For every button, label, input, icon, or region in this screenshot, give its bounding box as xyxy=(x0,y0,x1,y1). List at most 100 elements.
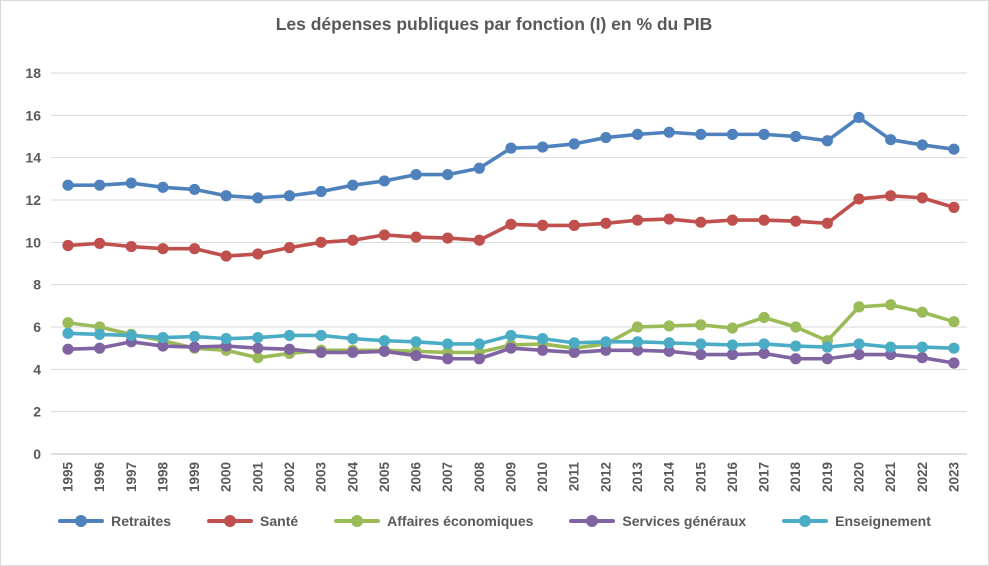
data-point-enseignement-2007 xyxy=(442,338,454,350)
data-point-sante-2022 xyxy=(916,192,928,204)
legend-label-retraites: Retraites xyxy=(111,513,172,529)
data-point-enseignement-2015 xyxy=(695,338,707,350)
data-point-enseignement-2019 xyxy=(821,341,833,353)
data-point-enseignement-2023 xyxy=(948,342,960,354)
data-point-affaires-economiques-2023 xyxy=(948,316,960,328)
x-tick-label-1998: 1998 xyxy=(155,462,170,493)
legend-item-affaires-economiques[interactable]: Affaires économiques xyxy=(334,513,533,529)
data-point-affaires-economiques-2013 xyxy=(631,321,644,333)
data-point-sante-2017 xyxy=(758,214,770,226)
legend-marker-icon-sante xyxy=(207,515,254,527)
data-point-retraites-2001 xyxy=(252,192,264,204)
x-tick-label-2023: 2023 xyxy=(946,462,961,493)
data-point-retraites-2004 xyxy=(347,179,359,191)
data-point-enseignement-1999 xyxy=(188,330,201,343)
x-tick-label-2018: 2018 xyxy=(788,462,803,493)
x-tick-label-2001: 2001 xyxy=(250,462,265,493)
y-axis-labels: 0 2 4 6 8 10 12 14 16 18 xyxy=(25,65,41,462)
data-point-services-generaux-2001 xyxy=(252,342,264,354)
x-tick-label-2000: 2000 xyxy=(219,462,234,492)
data-point-retraites-2019 xyxy=(821,135,833,147)
data-point-enseignement-2020 xyxy=(853,338,865,350)
data-point-affaires-economiques-1995 xyxy=(62,317,74,329)
data-point-sante-2016 xyxy=(726,214,739,226)
data-point-affaires-economiques-2014 xyxy=(663,320,675,332)
plot-area: Les dépenses publiques par fonction (I) … xyxy=(25,14,967,493)
data-point-sante-2006 xyxy=(410,231,422,243)
data-point-enseignement-2014 xyxy=(663,337,675,349)
series-enseignement xyxy=(62,327,960,354)
data-point-services-generaux-2014 xyxy=(663,345,675,357)
legend-item-services-generaux[interactable]: Services généraux xyxy=(569,513,746,529)
legend-item-sante[interactable]: Santé xyxy=(207,513,298,529)
series-retraites xyxy=(62,111,960,204)
data-point-sante-2021 xyxy=(885,190,897,202)
x-tick-label-2005: 2005 xyxy=(377,462,392,493)
data-point-affaires-economiques-2017 xyxy=(758,311,770,324)
y-tick-label-14: 14 xyxy=(25,150,41,166)
data-point-enseignement-1996 xyxy=(94,328,106,341)
data-point-retraites-2002 xyxy=(283,190,296,202)
data-point-services-generaux-2003 xyxy=(315,346,327,358)
data-point-services-generaux-2018 xyxy=(790,353,802,365)
data-point-retraites-1999 xyxy=(188,183,201,196)
legend-marker-icon-services-generaux xyxy=(569,515,616,527)
data-point-services-generaux-2020 xyxy=(853,348,865,361)
data-point-services-generaux-2022 xyxy=(916,352,928,364)
x-tick-label-2007: 2007 xyxy=(440,462,455,492)
data-point-sante-2009 xyxy=(505,218,517,230)
x-tick-label-2020: 2020 xyxy=(852,462,867,492)
data-point-enseignement-2018 xyxy=(790,340,802,352)
data-point-sante-1995 xyxy=(62,239,74,252)
legend-label-enseignement: Enseignement xyxy=(835,513,931,529)
legend-marker-icon-enseignement xyxy=(782,515,829,527)
data-point-affaires-economiques-2001 xyxy=(252,352,264,364)
data-point-enseignement-2009 xyxy=(505,329,517,342)
data-point-services-generaux-1999 xyxy=(188,341,201,353)
x-tick-label-2011: 2011 xyxy=(567,462,582,492)
legend-marker-icon-affaires-economiques xyxy=(334,515,381,527)
data-point-sante-2005 xyxy=(378,229,390,241)
x-axis-labels: 1995 1996 1997 1998 1999 2000 2001 2002 2003 2004… xyxy=(61,462,962,493)
data-point-retraites-2023 xyxy=(948,143,960,155)
legend-label-services-generaux: Services généraux xyxy=(622,513,747,529)
data-point-enseignement-2012 xyxy=(600,336,612,348)
y-tick-label-12: 12 xyxy=(25,192,41,208)
y-tick-label-4: 4 xyxy=(33,361,41,377)
legend-item-enseignement[interactable]: Enseignement xyxy=(782,513,931,529)
data-point-services-generaux-2016 xyxy=(726,348,739,361)
series-sante xyxy=(62,190,960,262)
data-point-retraites-1995 xyxy=(62,179,74,191)
data-point-enseignement-2013 xyxy=(631,336,644,348)
data-point-enseignement-1995 xyxy=(62,327,74,339)
x-tick-label-1996: 1996 xyxy=(92,462,107,493)
legend-item-retraites[interactable]: Retraites xyxy=(58,513,171,529)
x-tick-label-2009: 2009 xyxy=(503,462,518,492)
data-point-retraites-2018 xyxy=(790,130,802,143)
y-tick-label-18: 18 xyxy=(25,65,41,81)
data-point-sante-2000 xyxy=(220,250,232,262)
x-tick-label-2019: 2019 xyxy=(820,462,835,492)
y-tick-label-0: 0 xyxy=(33,446,41,462)
x-tick-label-2004: 2004 xyxy=(345,462,360,493)
data-point-retraites-2012 xyxy=(600,131,612,144)
data-point-sante-1998 xyxy=(157,243,169,255)
data-point-sante-2015 xyxy=(695,216,707,228)
legend-dot-icon xyxy=(75,515,88,527)
legend-dot-icon xyxy=(586,515,599,527)
data-point-services-generaux-2013 xyxy=(631,344,644,356)
x-tick-label-2016: 2016 xyxy=(725,462,740,493)
data-point-sante-2004 xyxy=(347,234,359,246)
data-point-sante-2002 xyxy=(283,242,296,254)
data-point-retraites-2015 xyxy=(695,128,707,140)
y-tick-label-2: 2 xyxy=(33,404,41,420)
x-tick-label-2012: 2012 xyxy=(598,462,613,492)
data-point-enseignement-1998 xyxy=(157,331,169,344)
data-point-enseignement-2011 xyxy=(568,337,580,349)
data-point-sante-2003 xyxy=(315,236,327,248)
data-point-services-generaux-1995 xyxy=(62,343,74,355)
data-point-retraites-2013 xyxy=(631,128,644,140)
data-point-services-generaux-2017 xyxy=(758,347,770,360)
data-point-services-generaux-2004 xyxy=(347,346,359,358)
y-tick-label-8: 8 xyxy=(33,277,41,293)
